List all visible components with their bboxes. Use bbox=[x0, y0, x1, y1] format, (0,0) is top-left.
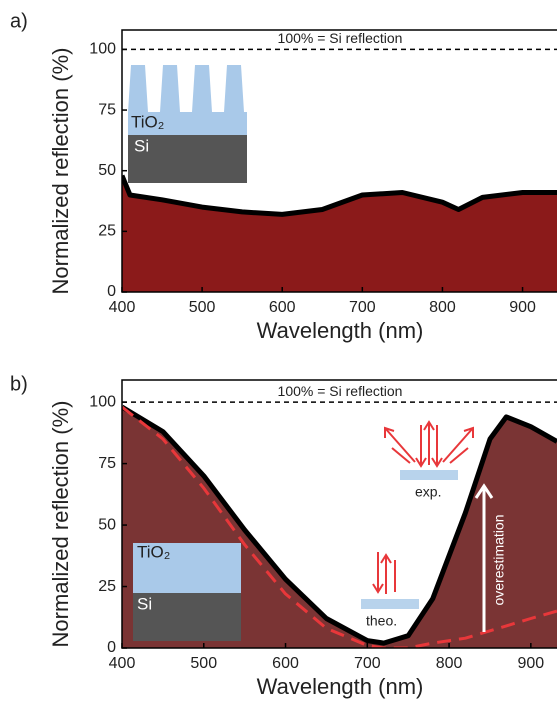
y-tick-label: 25 bbox=[98, 578, 116, 595]
inset-label: TiO₂ bbox=[131, 112, 164, 131]
axes-frame bbox=[121, 29, 557, 293]
x-tick-label: 700 bbox=[354, 655, 381, 672]
x-tick-label: 700 bbox=[349, 299, 376, 316]
x-tick-label: 500 bbox=[189, 299, 216, 316]
x-axis-label: Wavelength (nm) bbox=[257, 318, 424, 343]
x-tick-label: 400 bbox=[109, 299, 136, 316]
y-tick-label: 50 bbox=[98, 162, 116, 179]
inset-label: TiO₂ bbox=[137, 542, 170, 561]
panel-label: a) bbox=[10, 10, 28, 32]
reference-label: 100% = Si reflection bbox=[278, 383, 403, 399]
chart-a: 100% = Si reflection 0 25 50 75 100 400 500 600 7… bbox=[48, 29, 557, 343]
x-tick-label: 500 bbox=[190, 655, 217, 672]
inset-structure: TiO₂ Si bbox=[133, 542, 241, 641]
x-tick-label: 600 bbox=[269, 299, 296, 316]
annotation: overestimation bbox=[491, 514, 507, 605]
x-tick-label: 800 bbox=[436, 655, 463, 672]
si-layer bbox=[128, 135, 247, 183]
panel-label: b) bbox=[10, 373, 28, 395]
x-axis-label: Wavelength (nm) bbox=[257, 674, 424, 699]
y-axis-label: Normalized reflection (%) bbox=[48, 48, 73, 295]
si-layer bbox=[133, 593, 241, 641]
inset-label: Si bbox=[134, 136, 149, 155]
plot-area bbox=[122, 174, 557, 292]
y-axis-label: Normalized reflection (%) bbox=[48, 401, 73, 648]
y-tick-label: 50 bbox=[98, 516, 116, 533]
line bbox=[122, 404, 557, 646]
annotation: theo. bbox=[366, 613, 397, 629]
tio2-layer bbox=[128, 112, 247, 135]
x-tick-label: 600 bbox=[272, 655, 299, 672]
area-fill bbox=[122, 175, 557, 292]
reflection-arrows bbox=[361, 420, 474, 609]
inset-structure: TiO₂ Si bbox=[128, 65, 247, 183]
y-tick-label: 25 bbox=[98, 223, 116, 240]
y-tick-label: 75 bbox=[98, 455, 116, 472]
x-tick-label: 900 bbox=[517, 655, 544, 672]
x-tick-label: 900 bbox=[509, 299, 536, 316]
y-tick-label: 75 bbox=[98, 101, 116, 118]
tio2-layer bbox=[133, 543, 241, 593]
overestimation-arrow bbox=[474, 483, 494, 632]
annotation: exp. bbox=[415, 484, 441, 500]
pillars bbox=[128, 65, 244, 112]
line bbox=[122, 174, 557, 217]
chart-b: 100% = Si reflection 0 25 50 75 100 400 500 600 7… bbox=[48, 379, 557, 699]
line bbox=[122, 405, 557, 648]
x-tick-label: 800 bbox=[429, 299, 456, 316]
reference-label: 100% = Si reflection bbox=[278, 30, 403, 46]
y-tick-label: 100 bbox=[89, 41, 116, 58]
y-tick-label: 0 bbox=[107, 639, 116, 656]
y-tick-label: 100 bbox=[89, 393, 116, 410]
inset-label: Si bbox=[137, 594, 152, 613]
y-tick-label: 0 bbox=[107, 283, 116, 300]
x-tick-label: 400 bbox=[109, 655, 136, 672]
axes-frame bbox=[121, 379, 557, 649]
